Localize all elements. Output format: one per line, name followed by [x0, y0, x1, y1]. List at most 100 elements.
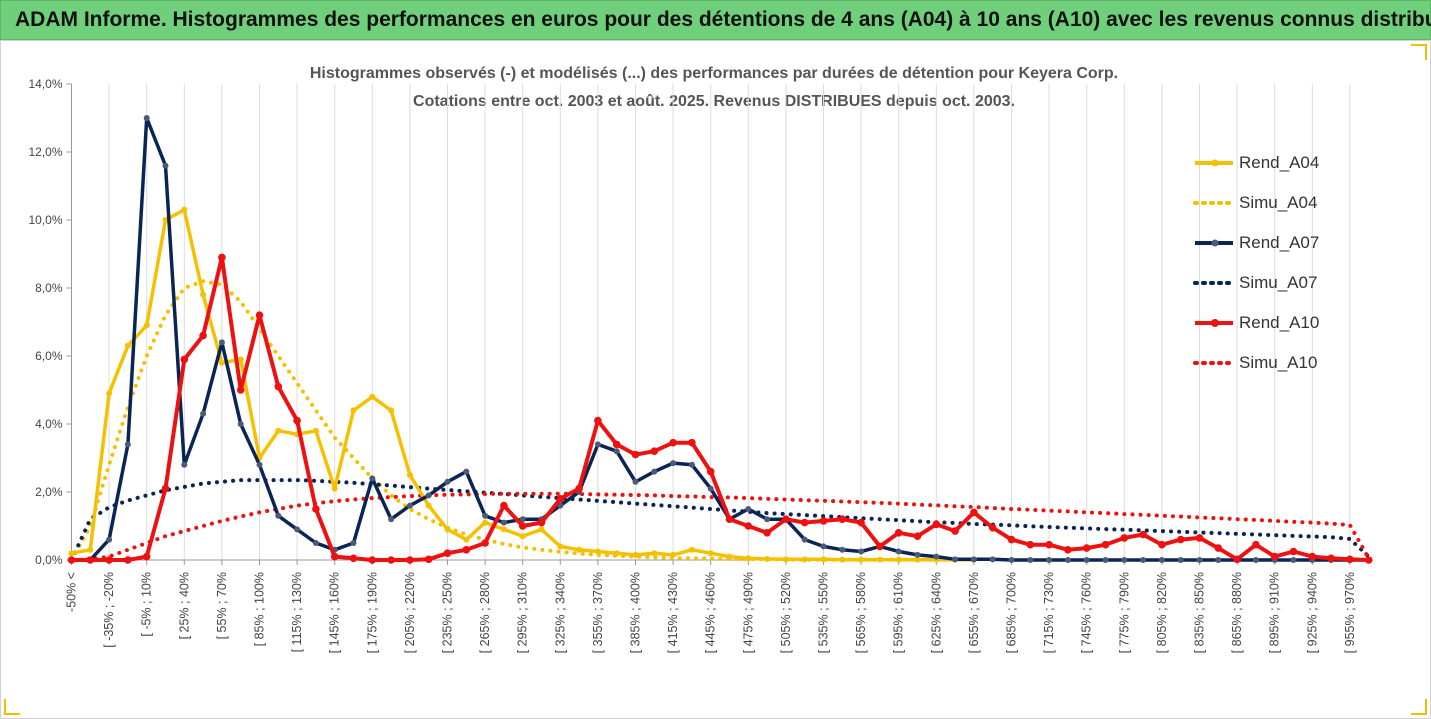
x-tick-label: [ 895% ; 910% [1268, 572, 1282, 653]
data-point [293, 416, 301, 425]
data-point [1140, 557, 1147, 563]
data-point [537, 518, 546, 527]
chart-subtitle: Cotations entre oct. 2003 et août. 2025.… [413, 93, 1015, 110]
y-tick-label: 10,0% [28, 213, 62, 227]
legend-swatch [1193, 281, 1233, 285]
data-point [1289, 547, 1298, 556]
data-point [1083, 557, 1090, 563]
data-point [1158, 540, 1166, 549]
x-tick-label: [ 745% ; 760% [1080, 572, 1094, 653]
data-point [463, 468, 470, 475]
x-tick-label: [ 235% ; 250% [441, 572, 455, 653]
grid [108, 84, 1351, 560]
data-point [500, 501, 508, 510]
data-point [463, 536, 470, 543]
x-tick-label: [ 385% ; 400% [629, 572, 643, 653]
data-point [1177, 557, 1184, 563]
x-tick-label: [ 355% ; 370% [591, 572, 605, 653]
data-point [142, 552, 151, 561]
data-point [518, 522, 527, 530]
legend-swatch [1193, 201, 1233, 205]
x-tick-label: [ 55% ; 70% [215, 572, 229, 639]
data-point [444, 526, 451, 533]
legend-label: Simu_A04 [1239, 193, 1318, 212]
data-point [275, 427, 282, 434]
data-point [801, 536, 808, 543]
data-point [106, 536, 113, 543]
data-point [68, 550, 75, 557]
data-point [913, 532, 922, 540]
data-point [519, 516, 526, 523]
data-point [124, 441, 131, 448]
x-tick-label: [ -35% ; -20% [102, 572, 116, 648]
y-tick-label: 2,0% [35, 485, 63, 499]
legend-item-rend-a07: Rend_A07 [1173, 233, 1345, 253]
data-point [181, 461, 188, 468]
x-tick-label: [ 265% ; 280% [478, 572, 492, 653]
selection-handle[interactable] [4, 699, 20, 715]
data-point [820, 556, 827, 563]
data-point [67, 556, 76, 564]
data-point [444, 478, 451, 485]
series-line [71, 116, 1369, 562]
data-point [670, 551, 677, 558]
data-point [1252, 540, 1260, 549]
legend-item-simu-a10: Simu_A10 [1173, 353, 1345, 373]
legend-swatch [1195, 239, 1233, 247]
y-tick-label: 8,0% [35, 281, 63, 295]
data-point [1046, 557, 1053, 563]
data-point [124, 342, 131, 349]
data-point [86, 556, 95, 564]
data-point [350, 540, 357, 546]
data-point [557, 543, 564, 550]
data-point [237, 421, 244, 427]
data-point [707, 550, 714, 557]
data-point [462, 546, 471, 554]
data-point [482, 519, 489, 526]
data-point [670, 460, 677, 467]
data-point [1007, 535, 1016, 544]
data-point [1327, 554, 1335, 563]
data-point [688, 546, 695, 553]
selection-handle[interactable] [1411, 699, 1427, 715]
x-tick-label: [ 475% ; 490% [741, 572, 755, 653]
x-tick-label: [ 205% ; 220% [403, 572, 417, 653]
data-point [895, 548, 902, 555]
data-point [330, 552, 339, 561]
data-point [1045, 540, 1053, 549]
data-point [369, 475, 376, 482]
data-point [613, 550, 620, 557]
data-point [876, 542, 884, 551]
data-point [1008, 557, 1015, 563]
data-point [764, 516, 771, 523]
data-point [1158, 557, 1165, 563]
x-tick-label: [ 505% ; 520% [779, 572, 793, 653]
data-point [594, 416, 602, 425]
data-point [1139, 530, 1147, 539]
x-tick-label: [ 925% ; 940% [1305, 572, 1319, 653]
data-point [669, 438, 677, 447]
legend: Rend_A04 Simu_A04 Rend_A07 Simu_A07 Rend… [1173, 147, 1345, 377]
data-point [895, 556, 902, 563]
data-point [914, 551, 921, 558]
data-point [1346, 555, 1354, 564]
y-tick-label: 6,0% [35, 349, 63, 363]
data-point [1176, 535, 1185, 544]
data-point [1215, 557, 1222, 563]
data-point [443, 549, 452, 557]
data-point [839, 546, 846, 553]
data-point [274, 382, 283, 391]
selection-handle[interactable] [1411, 44, 1427, 60]
data-point [764, 555, 771, 562]
data-point [613, 448, 620, 455]
data-point [500, 519, 507, 526]
data-point [933, 553, 940, 560]
x-tick-label: [ 445% ; 460% [704, 572, 718, 653]
legend-label: Rend_A10 [1239, 313, 1320, 332]
data-point [838, 515, 847, 523]
data-point [706, 467, 715, 476]
data-point [199, 331, 207, 340]
x-tick-label: [ 835% ; 850% [1193, 572, 1207, 653]
data-point [1064, 557, 1071, 563]
